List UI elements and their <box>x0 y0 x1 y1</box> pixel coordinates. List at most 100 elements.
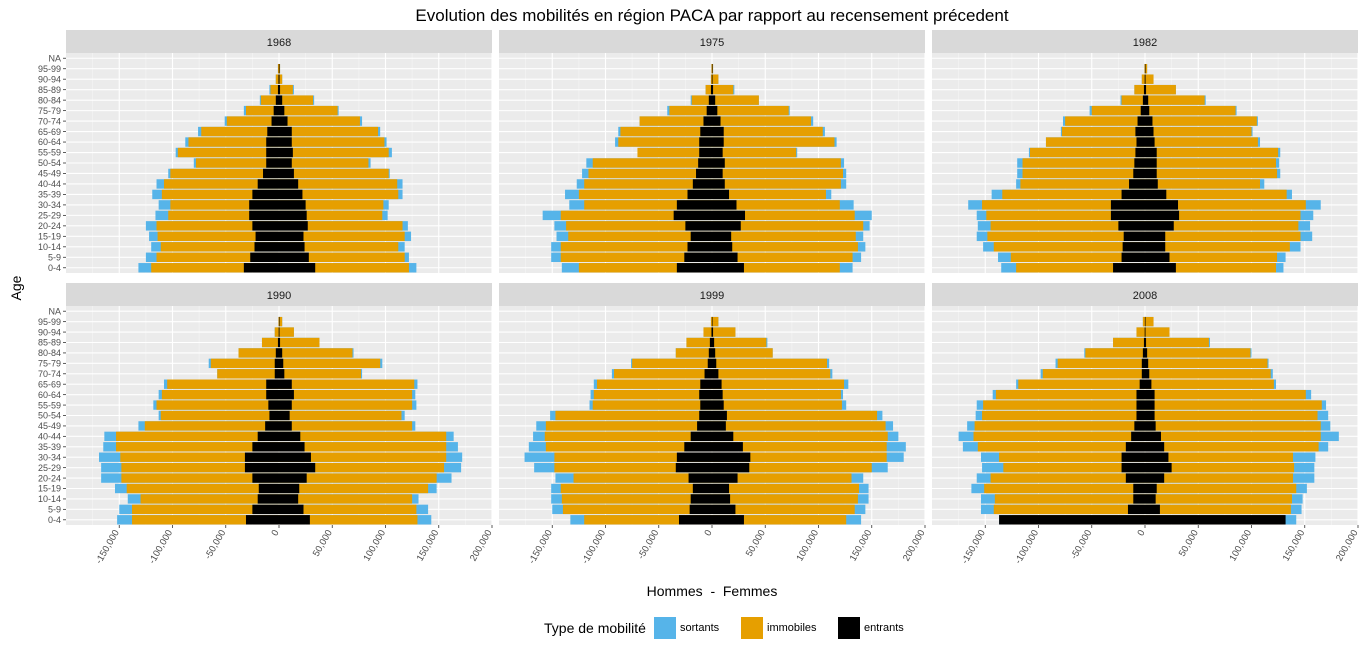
bar-entrants-women <box>1145 221 1174 231</box>
bar-entrants-men <box>278 74 279 84</box>
bar-immobiles-women <box>279 348 353 358</box>
bar-entrants-men <box>252 189 279 200</box>
bar-entrants-women <box>712 105 718 116</box>
y-tick-label: 5-9 <box>48 505 61 515</box>
bar-entrants-men <box>254 242 279 252</box>
bar-entrants-men <box>1133 494 1145 504</box>
bar-immobiles-men <box>983 400 1145 410</box>
bar-immobiles-women <box>712 452 887 462</box>
bar-immobiles-women <box>279 421 413 431</box>
bar-entrants-women <box>279 379 292 389</box>
bar-entrants-men <box>707 358 712 369</box>
y-tick-label: 15-19 <box>38 484 61 494</box>
bar-entrants-men <box>274 369 279 379</box>
bar-entrants-women <box>279 116 288 126</box>
bar-immobiles-women <box>1145 200 1306 210</box>
bar-entrants-men <box>266 158 279 168</box>
bar-immobiles-women <box>712 400 842 410</box>
y-tick-label: 75-79 <box>38 106 61 116</box>
bar-immobiles-men <box>984 483 1145 494</box>
bar-immobiles-women <box>279 116 360 126</box>
bar-entrants-men <box>1139 379 1145 389</box>
bar-entrants-women <box>712 421 726 431</box>
bar-immobiles-women <box>712 483 859 494</box>
bar-immobiles-men <box>1057 358 1145 369</box>
y-tick-label: 65-69 <box>38 127 61 137</box>
bar-immobiles-men <box>545 421 712 431</box>
x-tick-label: -100,000 <box>147 528 175 566</box>
bar-immobiles-women <box>279 316 283 327</box>
bar-immobiles-women <box>279 179 398 189</box>
bar-immobiles-men <box>116 431 280 442</box>
facet-strip-label: 1982 <box>1133 37 1157 49</box>
bar-immobiles-men <box>669 105 712 116</box>
bar-immobiles-men <box>274 327 279 337</box>
bar-immobiles-men <box>161 389 279 400</box>
bar-entrants-women <box>712 200 737 210</box>
bar-immobiles-men <box>188 137 279 147</box>
bar-entrants-men <box>690 231 712 242</box>
bar-immobiles-women <box>279 379 415 389</box>
x-tick-label: 0 <box>1135 528 1147 538</box>
x-tick-label: -100,000 <box>580 528 608 566</box>
bar-entrants-men <box>1125 473 1145 483</box>
bar-entrants-men <box>277 84 279 95</box>
bar-immobiles-men <box>201 126 279 137</box>
bar-immobiles-men <box>140 494 279 504</box>
bar-entrants-women <box>279 74 280 84</box>
bar-immobiles-women <box>279 74 283 84</box>
bar-entrants-men <box>688 473 712 483</box>
bar-immobiles-men <box>1091 105 1145 116</box>
bar-immobiles-women <box>1145 421 1321 431</box>
bar-immobiles-men <box>120 452 279 462</box>
bar-immobiles-women <box>279 137 385 147</box>
bar-immobiles-women <box>1145 252 1278 262</box>
bar-entrants-women <box>1145 242 1166 252</box>
bar-immobiles-men <box>1018 379 1145 389</box>
legend-label: immobiles <box>767 622 817 634</box>
y-tick-label: 40-44 <box>38 432 61 442</box>
bar-immobiles-men <box>270 84 279 95</box>
legend-item-immobiles: immobiles <box>741 617 817 639</box>
bar-immobiles-men <box>710 74 712 84</box>
bar-entrants-men <box>1135 126 1145 137</box>
bar-entrants-men <box>699 389 712 400</box>
bar-entrants-women <box>712 504 736 515</box>
bar-entrants-women <box>279 252 309 262</box>
bar-immobiles-men <box>278 316 279 327</box>
bar-entrants-men <box>266 379 279 389</box>
bar-entrants-women <box>1145 369 1150 379</box>
bar-immobiles-men <box>156 400 279 410</box>
bar-immobiles-men <box>126 483 279 494</box>
bar-immobiles-men <box>596 379 712 389</box>
bar-entrants-men <box>706 105 712 116</box>
bar-entrants-men <box>700 379 712 389</box>
bar-immobiles-women <box>712 504 855 515</box>
bar-entrants-women <box>712 462 750 473</box>
y-tick-label: 70-74 <box>38 116 61 126</box>
y-tick-label: 25-29 <box>38 463 61 473</box>
bar-entrants-men <box>676 263 712 273</box>
bar-entrants-women <box>712 483 730 494</box>
bar-immobiles-men <box>1002 189 1145 200</box>
bar-immobiles-women <box>1145 95 1205 105</box>
bar-immobiles-women <box>1145 179 1261 189</box>
bar-entrants-men <box>673 210 712 221</box>
bar-immobiles-men <box>1142 316 1145 327</box>
bar-entrants-women <box>1145 473 1165 483</box>
bar-entrants-men <box>1127 504 1145 515</box>
bar-entrants-women <box>1145 515 1286 525</box>
bar-immobiles-women <box>712 116 812 126</box>
bar-immobiles-men <box>986 210 1145 221</box>
x-tick-label: 200,000 <box>468 528 495 563</box>
bar-immobiles-women <box>1145 263 1276 273</box>
legend-label: entrants <box>864 622 904 634</box>
y-tick-label: 45-49 <box>38 169 61 179</box>
facet-strip <box>66 283 492 306</box>
y-tick-label: 35-39 <box>38 190 61 200</box>
bar-immobiles-women <box>279 389 413 400</box>
bar-entrants-women <box>279 200 306 210</box>
bar-immobiles-men <box>618 137 712 147</box>
bar-immobiles-men <box>217 369 279 379</box>
